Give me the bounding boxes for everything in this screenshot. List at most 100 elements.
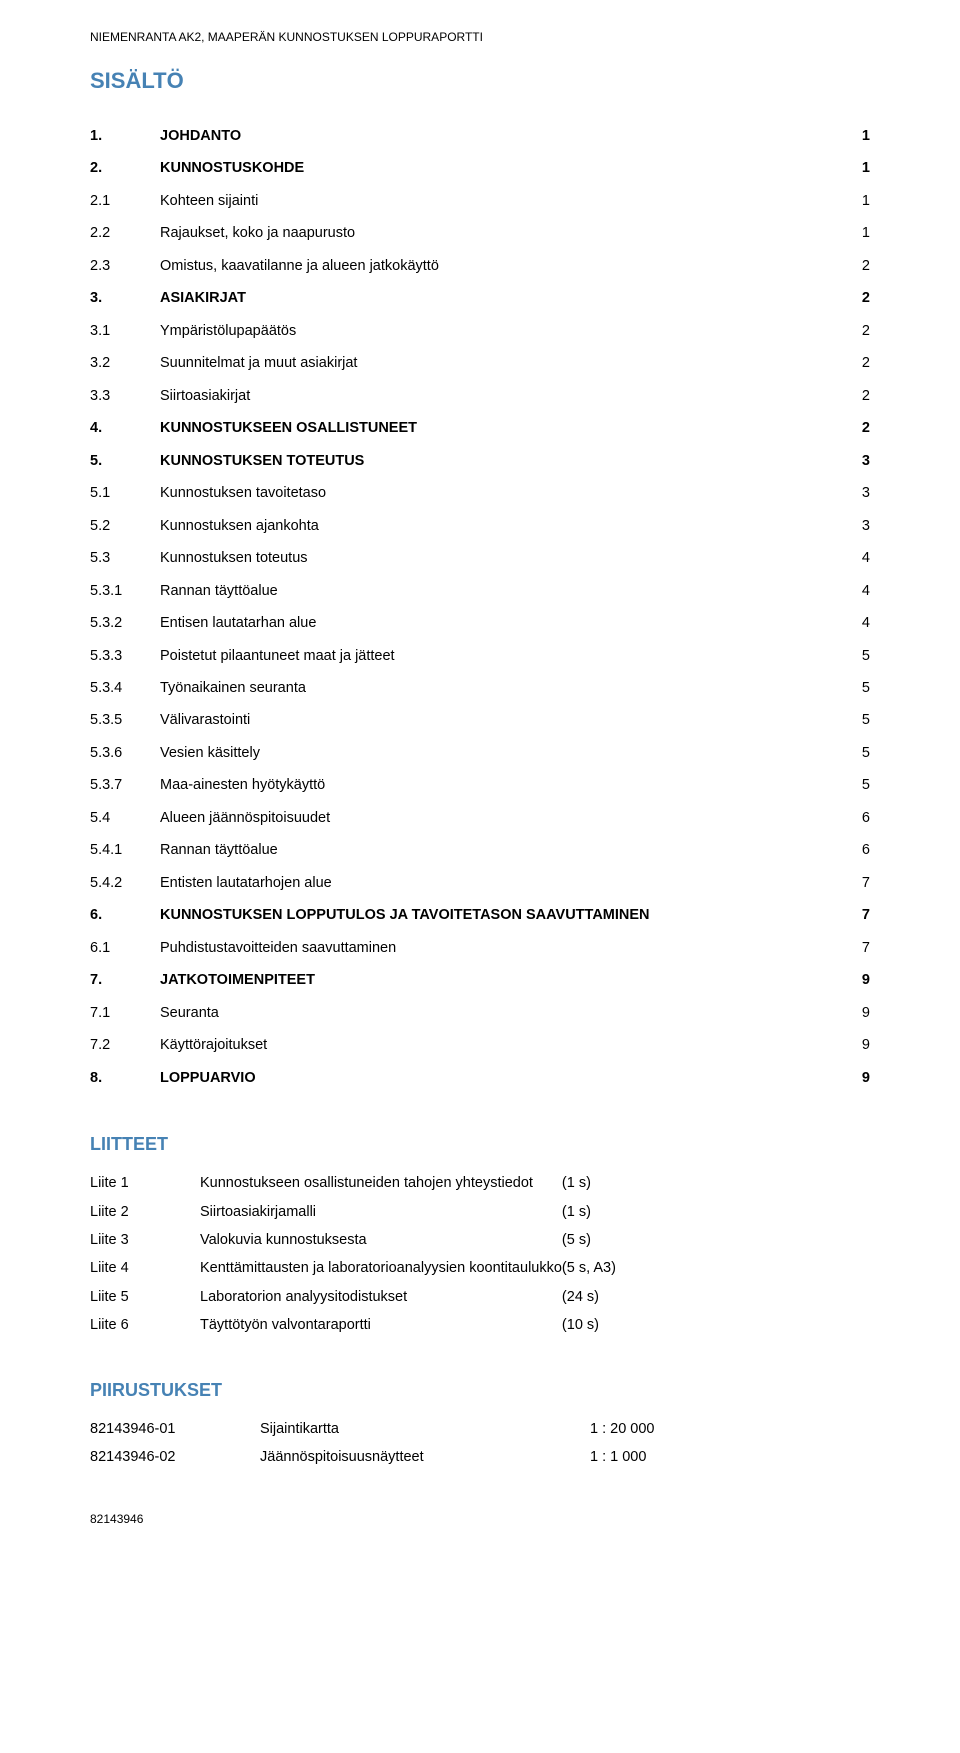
liitteet-table: Liite 1Kunnostukseen osallistuneiden tah…: [90, 1169, 616, 1340]
liite-desc: Kunnostukseen osallistuneiden tahojen yh…: [200, 1169, 562, 1197]
toc-row: 3.2Suunnitelmat ja muut asiakirjat2: [90, 347, 870, 379]
toc-page: 4: [840, 542, 870, 574]
liite-id: Liite 6: [90, 1311, 200, 1339]
toc-row: 1.JOHDANTO1: [90, 120, 870, 152]
toc-row: 3.1Ympäristölupapäätös2: [90, 315, 870, 347]
toc-title: Rannan täyttöalue: [160, 575, 840, 607]
liite-row: Liite 5Laboratorion analyysitodistukset(…: [90, 1283, 616, 1311]
toc-title: Alueen jäännöspitoisuudet: [160, 802, 840, 834]
piirustus-id: 82143946-01: [90, 1415, 260, 1443]
liite-pages: (5 s, A3): [562, 1254, 616, 1282]
toc-title: Vesien käsittely: [160, 737, 840, 769]
toc-num: 5.1: [90, 477, 160, 509]
piirustus-desc: Sijaintikartta: [260, 1415, 590, 1443]
toc-row: 8.LOPPUARVIO9: [90, 1062, 870, 1094]
toc-row: 2.KUNNOSTUSKOHDE1: [90, 152, 870, 184]
toc-title: LOPPUARVIO: [160, 1062, 840, 1094]
toc-row: 5.KUNNOSTUKSEN TOTEUTUS3: [90, 445, 870, 477]
toc-num: 5.3.2: [90, 607, 160, 639]
toc-row: 2.1Kohteen sijainti1: [90, 185, 870, 217]
toc-row: 5.3.5Välivarastointi5: [90, 704, 870, 736]
toc-num: 5.4: [90, 802, 160, 834]
toc-page: 9: [840, 997, 870, 1029]
toc-title: Puhdistustavoitteiden saavuttaminen: [160, 932, 840, 964]
toc-num: 6.1: [90, 932, 160, 964]
liite-id: Liite 5: [90, 1283, 200, 1311]
toc-num: 5.3.3: [90, 640, 160, 672]
toc-num: 1.: [90, 120, 160, 152]
toc-row: 4.KUNNOSTUKSEEN OSALLISTUNEET2: [90, 412, 870, 444]
toc-row: 5.1Kunnostuksen tavoitetaso3: [90, 477, 870, 509]
toc-page: 1: [840, 152, 870, 184]
liite-pages: (5 s): [562, 1226, 616, 1254]
toc-row: 3.ASIAKIRJAT2: [90, 282, 870, 314]
toc-title: KUNNOSTUKSEEN OSALLISTUNEET: [160, 412, 840, 444]
toc-row: 5.4Alueen jäännöspitoisuudet6: [90, 802, 870, 834]
toc-title: Kohteen sijainti: [160, 185, 840, 217]
toc-page: 4: [840, 607, 870, 639]
toc-num: 7.: [90, 964, 160, 996]
toc-page: 5: [840, 737, 870, 769]
toc-page: 9: [840, 964, 870, 996]
toc-row: 5.3.6Vesien käsittely5: [90, 737, 870, 769]
toc-row: 5.2Kunnostuksen ajankohta3: [90, 510, 870, 542]
toc-title: Rajaukset, koko ja naapurusto: [160, 217, 840, 249]
toc-page: 5: [840, 672, 870, 704]
toc-row: 5.3.2Entisen lautatarhan alue4: [90, 607, 870, 639]
toc-num: 2.: [90, 152, 160, 184]
toc-title: JOHDANTO: [160, 120, 840, 152]
liitteet-title: LIITTEET: [90, 1134, 870, 1155]
toc-num: 6.: [90, 899, 160, 931]
toc-page: 7: [840, 932, 870, 964]
liite-desc: Laboratorion analyysitodistukset: [200, 1283, 562, 1311]
toc-page: 7: [840, 899, 870, 931]
liite-row: Liite 2Siirtoasiakirjamalli(1 s): [90, 1198, 616, 1226]
liite-id: Liite 4: [90, 1254, 200, 1282]
toc-row: 5.3.3Poistetut pilaantuneet maat ja jätt…: [90, 640, 870, 672]
liite-desc: Täyttötyön valvontaraportti: [200, 1311, 562, 1339]
toc-title: JATKOTOIMENPITEET: [160, 964, 840, 996]
toc-title: Suunnitelmat ja muut asiakirjat: [160, 347, 840, 379]
toc-title: Työnaikainen seuranta: [160, 672, 840, 704]
toc-num: 3.2: [90, 347, 160, 379]
toc-row: 5.3.1Rannan täyttöalue4: [90, 575, 870, 607]
liite-row: Liite 3Valokuvia kunnostuksesta(5 s): [90, 1226, 616, 1254]
main-title: SISÄLTÖ: [90, 68, 870, 94]
toc-title: Käyttörajoitukset: [160, 1029, 840, 1061]
toc-page: 3: [840, 477, 870, 509]
toc-row: 7.JATKOTOIMENPITEET9: [90, 964, 870, 996]
toc-page: 2: [840, 412, 870, 444]
liite-row: Liite 6Täyttötyön valvontaraportti(10 s): [90, 1311, 616, 1339]
toc-row: 7.1Seuranta9: [90, 997, 870, 1029]
toc-num: 5.: [90, 445, 160, 477]
piirustukset-table: 82143946-01Sijaintikartta1 : 20 00082143…: [90, 1415, 655, 1472]
toc-title: Siirtoasiakirjat: [160, 380, 840, 412]
toc-row: 5.4.1Rannan täyttöalue6: [90, 834, 870, 866]
liite-pages: (1 s): [562, 1169, 616, 1197]
toc-page: 9: [840, 1062, 870, 1094]
toc-title: Entisen lautatarhan alue: [160, 607, 840, 639]
doc-header: NIEMENRANTA AK2, MAAPERÄN KUNNOSTUKSEN L…: [90, 30, 870, 44]
toc-title: Omistus, kaavatilanne ja alueen jatkokäy…: [160, 250, 840, 282]
toc-title: KUNNOSTUSKOHDE: [160, 152, 840, 184]
toc-title: Seuranta: [160, 997, 840, 1029]
toc-num: 5.4.1: [90, 834, 160, 866]
toc-num: 5.3.5: [90, 704, 160, 736]
piirustus-row: 82143946-01Sijaintikartta1 : 20 000: [90, 1415, 655, 1443]
toc-num: 4.: [90, 412, 160, 444]
liite-id: Liite 2: [90, 1198, 200, 1226]
toc-page: 2: [840, 315, 870, 347]
toc-num: 8.: [90, 1062, 160, 1094]
toc-num: 7.1: [90, 997, 160, 1029]
liite-row: Liite 1Kunnostukseen osallistuneiden tah…: [90, 1169, 616, 1197]
footer-code: 82143946: [90, 1512, 870, 1526]
toc-title: Entisten lautatarhojen alue: [160, 867, 840, 899]
toc-row: 5.3.7Maa-ainesten hyötykäyttö5: [90, 769, 870, 801]
toc-row: 6.1Puhdistustavoitteiden saavuttaminen7: [90, 932, 870, 964]
piirustus-id: 82143946-02: [90, 1443, 260, 1471]
toc-page: 2: [840, 282, 870, 314]
toc-page: 9: [840, 1029, 870, 1061]
toc-page: 3: [840, 510, 870, 542]
toc-num: 5.3: [90, 542, 160, 574]
toc-page: 1: [840, 217, 870, 249]
